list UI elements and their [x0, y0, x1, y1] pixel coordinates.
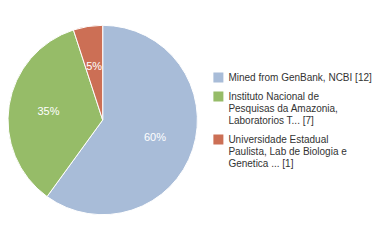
legend-label: Universidade EstadualPaulista, Lab de Bi… — [228, 134, 347, 169]
legend-label-line: Instituto Nacional de — [228, 91, 319, 102]
data-label: 5% — [86, 60, 102, 72]
legend-label: Mined from GenBank, NCBI [12] — [228, 72, 372, 83]
legend-label: Instituto Nacional dePesquisas da Amazon… — [228, 91, 338, 126]
legend-swatch — [213, 135, 223, 145]
chart: Mined from GenBank, NCBI [12] Instituto N… — [0, 0, 380, 240]
data-labels: 60% 35% 5% — [37, 60, 166, 143]
legend-item: Mined from GenBank, NCBI [12] — [213, 72, 372, 83]
legend-label-line: Genetica ... [1] — [228, 158, 293, 169]
legend-item: Universidade EstadualPaulista, Lab de Bi… — [213, 134, 347, 169]
legend-label-line: Universidade Estadual — [228, 134, 328, 145]
legend: Mined from GenBank, NCBI [12] Instituto N… — [213, 72, 372, 169]
pie — [8, 25, 197, 214]
legend-label-line: Mined from GenBank, NCBI [12] — [228, 72, 372, 83]
legend-label-line: Laboratorios T... [7] — [228, 115, 314, 126]
data-label: 60% — [144, 131, 166, 143]
data-label: 35% — [37, 105, 59, 117]
legend-swatch — [213, 92, 223, 102]
pie-slice — [73, 25, 102, 120]
legend-item: Instituto Nacional dePesquisas da Amazon… — [213, 91, 338, 126]
legend-label-line: Pesquisas da Amazonia, — [228, 103, 338, 114]
legend-swatch — [213, 73, 223, 83]
legend-label-line: Paulista, Lab de Biologia e — [228, 146, 347, 157]
